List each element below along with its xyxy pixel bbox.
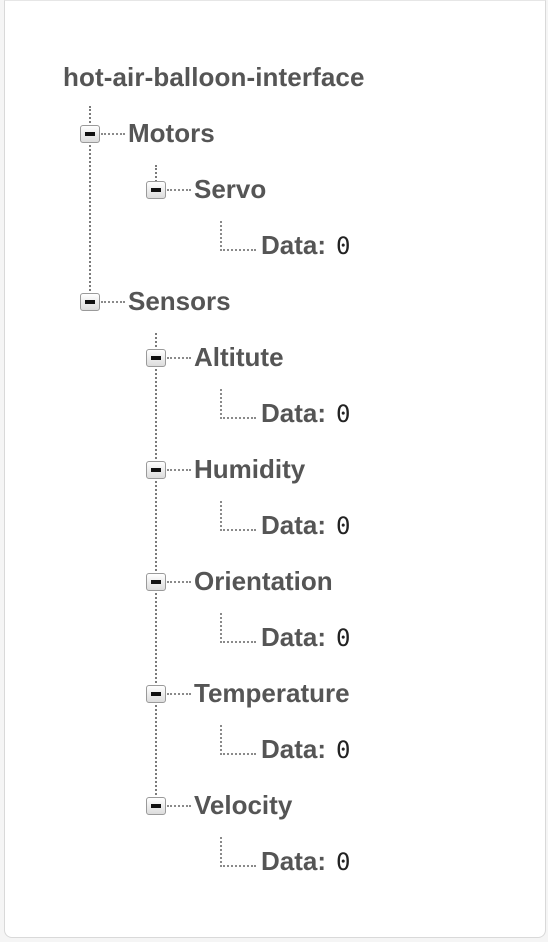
motors-collapse-toggle[interactable] xyxy=(80,125,100,143)
humidity-data-value[interactable]: 0 xyxy=(336,512,351,540)
orientation-data-value[interactable]: 0 xyxy=(336,624,351,652)
temperature-data-row: Data: 0 xyxy=(261,734,350,765)
servo-data-key: Data: xyxy=(261,230,327,260)
humidity-data-row: Data: 0 xyxy=(261,510,350,541)
orientation-data-connector xyxy=(220,613,256,643)
tree-node-motors[interactable]: Motors xyxy=(128,118,215,148)
motors-connector xyxy=(101,133,125,135)
humidity-collapse-toggle[interactable] xyxy=(146,461,166,479)
tree-node-velocity[interactable]: Velocity xyxy=(194,790,293,820)
tree-node-servo[interactable]: Servo xyxy=(194,174,267,204)
servo-data-value[interactable]: 0 xyxy=(336,232,351,260)
altitute-data-row: Data: 0 xyxy=(261,398,350,429)
tree-node-sensors[interactable]: Sensors xyxy=(128,286,231,316)
temperature-collapse-toggle[interactable] xyxy=(146,685,166,703)
temperature-data-connector xyxy=(220,725,256,755)
velocity-data-value[interactable]: 0 xyxy=(336,848,351,876)
sensors-children-line xyxy=(155,333,157,803)
altitute-connector xyxy=(167,357,191,359)
temperature-connector xyxy=(167,693,191,695)
velocity-data-connector xyxy=(220,837,256,867)
tree-node-humidity[interactable]: Humidity xyxy=(194,454,306,484)
tree-panel xyxy=(4,0,546,938)
root-node-label[interactable]: hot-air-balloon-interface xyxy=(63,62,365,92)
root-connector-line xyxy=(89,106,91,306)
humidity-data-connector xyxy=(220,501,256,531)
temperature-data-value[interactable]: 0 xyxy=(336,736,351,764)
altitute-data-connector xyxy=(220,389,256,419)
orientation-collapse-toggle[interactable] xyxy=(146,573,166,591)
orientation-data-key: Data: xyxy=(261,622,327,652)
orientation-data-row: Data: 0 xyxy=(261,622,350,653)
humidity-connector xyxy=(167,469,191,471)
tree-node-temperature[interactable]: Temperature xyxy=(194,678,350,708)
altitute-collapse-toggle[interactable] xyxy=(146,349,166,367)
tree-node-altitute[interactable]: Altitute xyxy=(194,342,284,372)
altitute-data-key: Data: xyxy=(261,398,327,428)
motors-children-line xyxy=(155,165,157,185)
sensors-connector xyxy=(101,301,125,303)
tree-node-orientation[interactable]: Orientation xyxy=(194,566,333,596)
velocity-collapse-toggle[interactable] xyxy=(146,797,166,815)
servo-data-row: Data: 0 xyxy=(261,230,350,261)
temperature-data-key: Data: xyxy=(261,734,327,764)
velocity-connector xyxy=(167,805,191,807)
velocity-data-key: Data: xyxy=(261,846,327,876)
orientation-connector xyxy=(167,581,191,583)
humidity-data-key: Data: xyxy=(261,510,327,540)
servo-data-connector xyxy=(220,221,256,251)
servo-connector xyxy=(167,189,191,191)
sensors-collapse-toggle[interactable] xyxy=(80,293,100,311)
altitute-data-value[interactable]: 0 xyxy=(336,400,351,428)
velocity-data-row: Data: 0 xyxy=(261,846,350,877)
servo-collapse-toggle[interactable] xyxy=(146,181,166,199)
